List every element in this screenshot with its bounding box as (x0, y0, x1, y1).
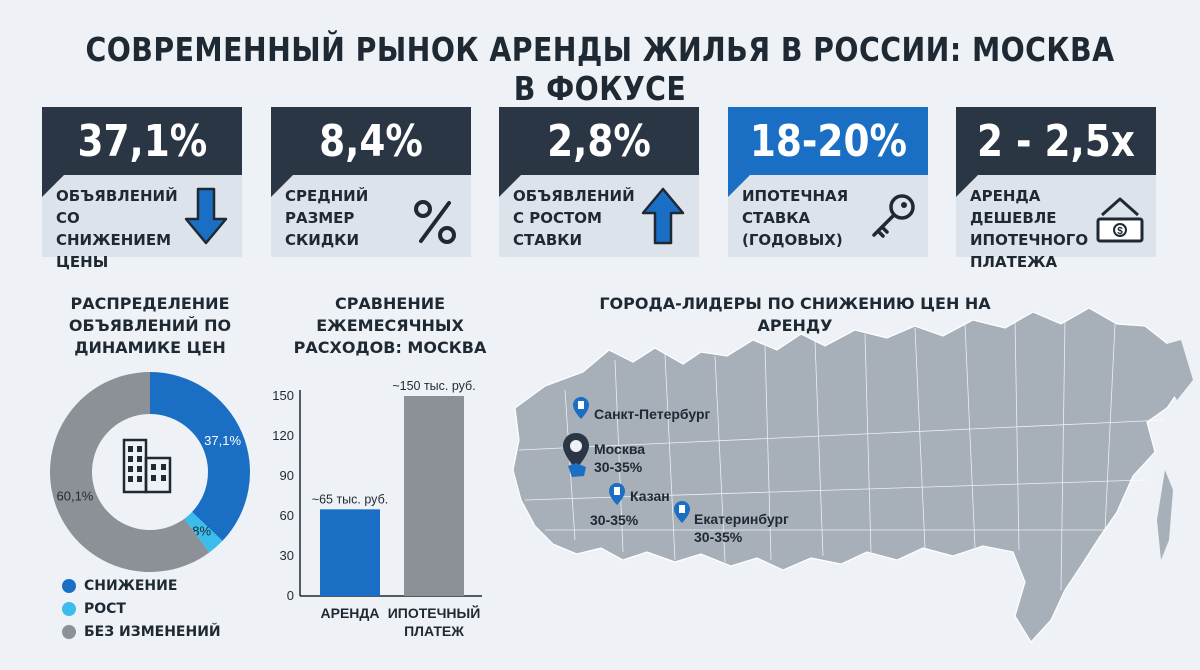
bar-mortgage (404, 396, 464, 596)
y-tick-label: 120 (272, 428, 294, 443)
bar-rent (320, 509, 380, 596)
stat-label: ОБЪЯВЛЕНИЙ СО СНИЖЕНИЕМ ЦЕНЫ (56, 187, 178, 271)
legend-item-no-change: БЕЗ ИЗМЕНЕНИЙ (62, 620, 221, 643)
stat-label: СРЕДНИЙ РАЗМЕР СКИДКИ (285, 187, 369, 249)
stat-card-rent-growth: 2,8% ОБЪЯВЛЕНИЙ С РОСТОМ СТАВКИ (499, 107, 699, 257)
key-icon (872, 194, 915, 238)
stat-card-rent-vs-mortgage: 2 - 2,5x АРЕНДА ДЕШЕВЛЕ ИПОТЕЧНОГО ПЛАТЕ… (956, 107, 1156, 271)
donut-label-decrease: 37,1% (204, 433, 241, 448)
city-range-kazan: 30-35% (590, 512, 639, 528)
donut-legend: СНИЖЕНИЕ РОСТ БЕЗ ИЗМЕНЕНИЙ (62, 574, 221, 643)
donut-slice-decrease (150, 372, 250, 541)
stat-value: 18-20% (749, 115, 907, 167)
bar-chart: 0 30 60 90 120 150 ~65 тыс. руб. АРЕНДА ~150 тыс… (272, 379, 482, 639)
page-title: СОВРЕМЕННЫЙ РЫНОК АРЕНДЫ ЖИЛЬЯ В РОССИИ:… (85, 30, 1115, 108)
stat-value: 8,4% (319, 115, 423, 167)
kamchatka-shape (1145, 340, 1193, 400)
legend-item-decrease: СНИЖЕНИЕ (62, 574, 221, 597)
pin-icon-kazan (609, 483, 625, 505)
house-money-icon: $ (1096, 197, 1144, 243)
percent-icon (414, 200, 456, 244)
donut-chart: 37,1%2,8%60,1% (49, 372, 250, 572)
stat-card-mortgage-rate: 18-20% ИПОТЕЧНАЯ СТАВКА (ГОДОВЫХ) (728, 107, 928, 257)
stat-label: ОБЪЯВЛЕНИЙ С РОСТОМ СТАВКИ (513, 187, 635, 249)
bar-data-label-rent: ~65 тыс. руб. (312, 492, 388, 506)
map-title: ГОРОДА-ЛИДЕРЫ ПО СНИЖЕНИЮ ЦЕН НА АРЕНДУ (599, 294, 991, 335)
stat-card-price-drop: 37,1% ОБЪЯВЛЕНИЙ СО СНИЖЕНИЕМ ЦЕНЫ (42, 107, 242, 271)
city-label-spb: Санкт-Петербург (594, 406, 711, 422)
x-category-label-mortgage: ПЛАТЕЖ (404, 623, 464, 639)
arrow-up-icon (641, 187, 685, 245)
sakhalin-shape (1157, 470, 1173, 560)
city-label-moscow: Москва 30-35% (594, 441, 646, 475)
x-category-label-mortgage: ИПОТЕЧНЫЙ (388, 604, 481, 621)
moscow-region-highlight (568, 463, 586, 477)
stat-label: ИПОТЕЧНАЯ СТАВКА (ГОДОВЫХ) (742, 187, 849, 249)
pin-icon-ekaterinburg (674, 501, 690, 523)
stat-value: 37,1% (77, 115, 207, 167)
y-tick-label: 30 (280, 548, 294, 563)
stat-value: 2 - 2,5x (977, 115, 1135, 167)
building-icon (122, 438, 172, 494)
russia-map-borders (518, 319, 1166, 591)
y-tick-label: 90 (280, 468, 294, 483)
donut-slice-increase (184, 511, 223, 553)
stat-card-discount: 8,4% СРЕДНИЙ РАЗМЕР СКИДКИ (271, 107, 471, 257)
russia-map-shape (512, 307, 1186, 643)
svg-text:$: $ (1117, 226, 1123, 237)
bar-chart-title: СРАВНЕНИЕ ЕЖЕМЕСЯЧНЫХ РАСХОДОВ: МОСКВА (293, 294, 487, 357)
donut-title: РАСПРЕДЕЛЕНИЕ ОБЪЯВЛЕНИЙ ПО ДИНАМИКЕ ЦЕН (68, 294, 232, 357)
donut-label-no-change: 60,1% (57, 489, 94, 504)
donut-slice-no-change (49, 372, 210, 572)
arrow-down-icon (184, 187, 228, 245)
bar-data-label-mortgage: ~150 тыс. руб. (392, 379, 475, 393)
pin-icon-spb (573, 397, 589, 419)
y-tick-label: 60 (280, 508, 294, 523)
city-label-ekaterinburg: Екатеринбург 30-35% (694, 511, 789, 545)
stat-label: АРЕНДА ДЕШЕВЛЕ ИПОТЕЧНОГО ПЛАТЕЖА (970, 187, 1089, 271)
y-tick-label: 0 (287, 588, 294, 603)
legend-item-increase: РОСТ (62, 597, 221, 620)
russia-map (512, 307, 1193, 643)
city-label-kazan: Казан (630, 488, 670, 504)
stat-value: 2,8% (547, 115, 651, 167)
y-tick-label: 150 (272, 388, 294, 403)
pin-icon-moscow (563, 433, 589, 469)
x-category-label-rent: АРЕНДА (321, 605, 380, 621)
